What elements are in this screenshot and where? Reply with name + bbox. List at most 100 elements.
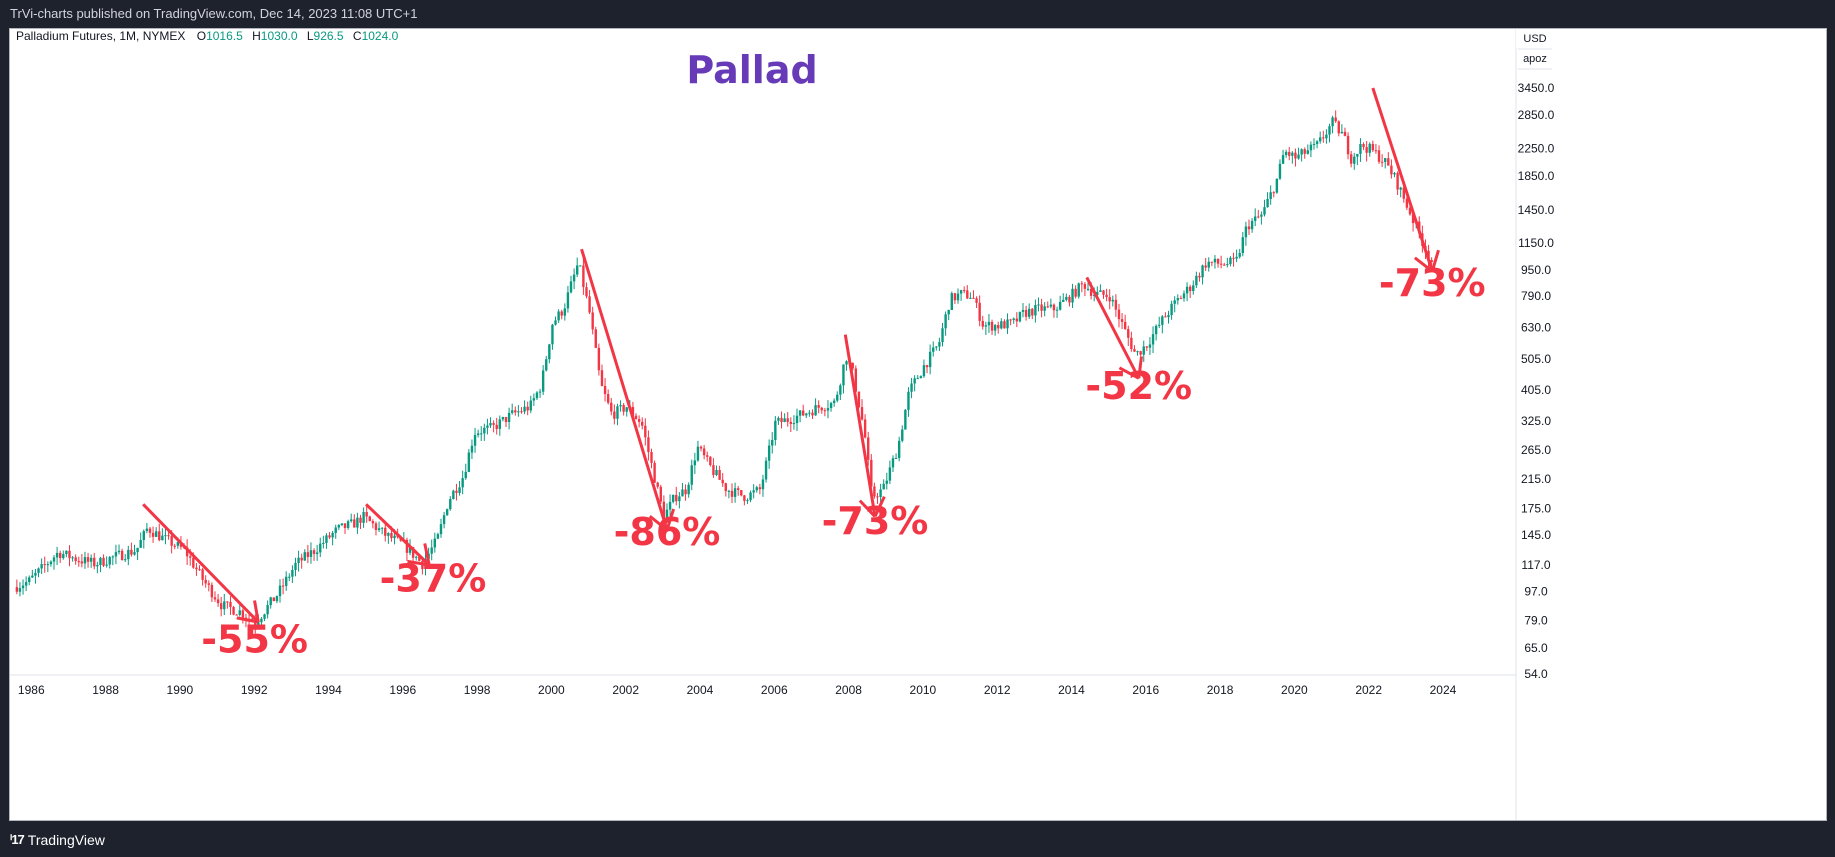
tradingview-logo[interactable]: ⁱ17 TradingView xyxy=(10,832,105,848)
candle-body xyxy=(579,265,582,267)
unit-label: apoz xyxy=(1523,53,1547,65)
candle-body xyxy=(1210,261,1214,263)
candle-body xyxy=(331,532,334,538)
drawdown-arrow-head xyxy=(648,515,668,532)
candle-body xyxy=(34,572,37,576)
candle-body xyxy=(548,344,551,360)
candle-body xyxy=(767,445,771,461)
price-tick-label: 2850.0 xyxy=(1518,108,1555,122)
candle-body xyxy=(1396,173,1399,190)
candle-body xyxy=(213,597,217,600)
candle-body xyxy=(1315,141,1319,144)
candle-body xyxy=(235,614,238,616)
candle-body xyxy=(164,535,167,537)
candle-body xyxy=(953,293,957,301)
candle-body xyxy=(380,527,384,529)
candle-body xyxy=(792,423,796,425)
candle-body xyxy=(322,542,325,544)
price-tick-label: 97.0 xyxy=(1524,584,1548,598)
candle-body xyxy=(204,579,207,584)
candle-body xyxy=(1207,261,1210,268)
candle-body xyxy=(198,569,201,571)
candle-body xyxy=(814,405,817,416)
drawdown-arrow-line[interactable] xyxy=(1085,276,1141,379)
candle-body xyxy=(393,535,396,539)
candle-body xyxy=(1003,321,1006,329)
candle-body xyxy=(1235,256,1238,259)
drawdown-arrow-line[interactable] xyxy=(142,503,260,624)
candle-body xyxy=(563,308,567,316)
candle-body xyxy=(86,557,90,562)
drawdown-arrow-head xyxy=(1118,366,1140,380)
candle-body xyxy=(1328,126,1331,135)
candle-body xyxy=(882,483,885,490)
drawdown-arrow-line[interactable] xyxy=(843,334,877,517)
candle-body xyxy=(585,287,588,297)
candle-body xyxy=(619,405,622,407)
unit-button[interactable]: apoz xyxy=(1523,53,1547,65)
candle-body xyxy=(1188,286,1192,292)
candle-body xyxy=(901,429,904,441)
candle-body xyxy=(1365,147,1368,153)
chart-frame[interactable]: -55% -37% -86% -73% -52% -73% 3450.0 2850.0 225… xyxy=(9,28,1827,821)
candle-body xyxy=(470,445,474,453)
candle-body xyxy=(359,517,362,523)
drawdown-arrow-line[interactable] xyxy=(580,248,669,531)
candle-body xyxy=(709,456,712,466)
candle-body xyxy=(312,550,316,554)
low-label: L xyxy=(307,29,314,43)
open-label: O xyxy=(197,29,206,43)
candle-body xyxy=(387,533,390,536)
candle-body xyxy=(195,567,198,570)
candle-body xyxy=(288,576,291,578)
candle-body xyxy=(897,440,901,459)
candle-body xyxy=(520,411,523,413)
drawdown-label: -73% xyxy=(822,499,929,543)
price-chart[interactable]: -55% -37% -86% -73% -52% -73% 3450.0 2850.0 225… xyxy=(10,29,1826,820)
candle-body xyxy=(625,407,628,412)
candle-body xyxy=(966,290,969,299)
drawdown-arrow-line[interactable] xyxy=(1371,87,1434,272)
candle-body xyxy=(656,482,659,487)
candle-body xyxy=(1024,310,1028,317)
candle-body xyxy=(860,407,864,420)
candle-body xyxy=(480,433,483,435)
candle-body xyxy=(932,347,935,352)
candle-body xyxy=(997,325,1000,329)
candle-body xyxy=(21,585,25,589)
candle-body xyxy=(910,383,913,392)
candle-body xyxy=(315,552,319,554)
candle-body xyxy=(514,410,517,413)
candle-body xyxy=(845,361,848,365)
candle-body xyxy=(972,297,975,299)
candle-body xyxy=(151,532,155,537)
candle-body xyxy=(1068,296,1071,303)
time-tick-label: 2002 xyxy=(612,683,639,697)
candle-body xyxy=(1164,316,1167,318)
candle-body xyxy=(74,557,77,562)
candle-body xyxy=(1052,304,1056,311)
candle-body xyxy=(1306,150,1310,154)
candle-body xyxy=(786,418,789,422)
candle-body xyxy=(223,601,226,610)
candle-body xyxy=(319,543,322,553)
currency-button[interactable]: USD xyxy=(1516,29,1554,48)
drawdown-arrow-head xyxy=(665,508,676,531)
drawdown-arrow-line[interactable] xyxy=(365,503,431,567)
candle-body xyxy=(978,302,981,321)
candle-body xyxy=(127,549,130,560)
candle-body xyxy=(913,378,916,384)
price-tick-label: 405.0 xyxy=(1521,383,1551,397)
candle-body xyxy=(1049,304,1053,307)
candle-body xyxy=(108,557,111,565)
candle-body xyxy=(529,400,532,411)
candle-body xyxy=(795,415,799,424)
candle-body xyxy=(538,391,542,393)
candle-body xyxy=(1349,154,1353,164)
candle-body xyxy=(1037,304,1040,306)
candle-body xyxy=(1263,207,1266,215)
time-tick-label: 2008 xyxy=(835,683,862,697)
candle-body xyxy=(832,400,836,404)
candle-body xyxy=(1253,216,1257,221)
candle-body xyxy=(201,569,204,580)
